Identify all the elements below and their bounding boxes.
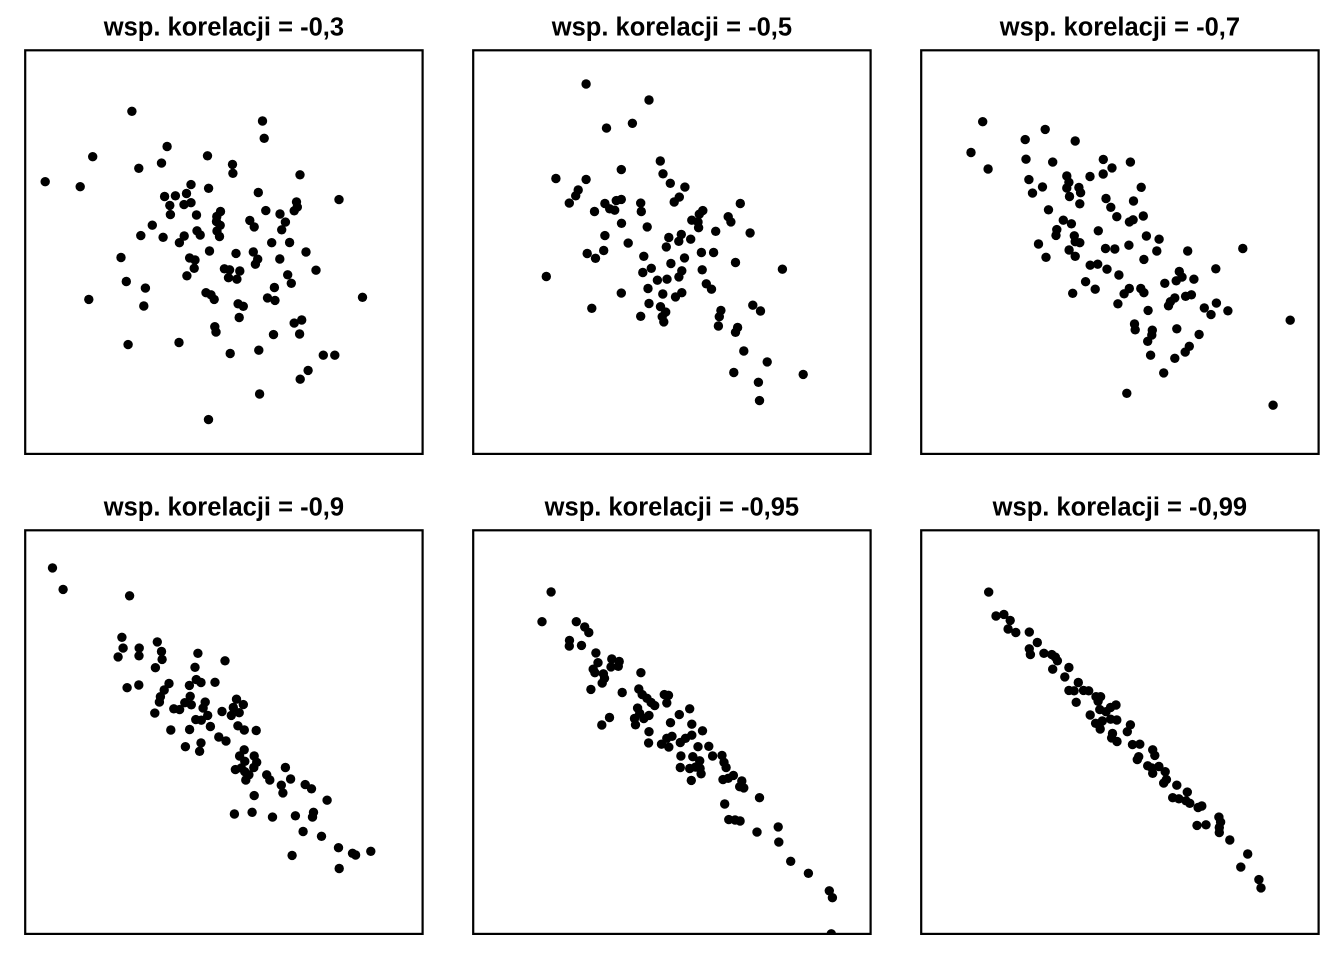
svg-text:wsp. korelacji = -0,7: wsp. korelacji = -0,7 [999, 13, 1240, 41]
svg-text:wsp. korelacji = -0,3: wsp. korelacji = -0,3 [103, 13, 344, 41]
svg-text:wsp. korelacji = -0,9: wsp. korelacji = -0,9 [103, 493, 344, 521]
svg-text:wsp. korelacji = -0,95: wsp. korelacji = -0,95 [544, 493, 799, 521]
svg-text:wsp. korelacji = -0,5: wsp. korelacji = -0,5 [551, 13, 792, 41]
svg-text:wsp. korelacji = -0,99: wsp. korelacji = -0,99 [992, 493, 1247, 521]
